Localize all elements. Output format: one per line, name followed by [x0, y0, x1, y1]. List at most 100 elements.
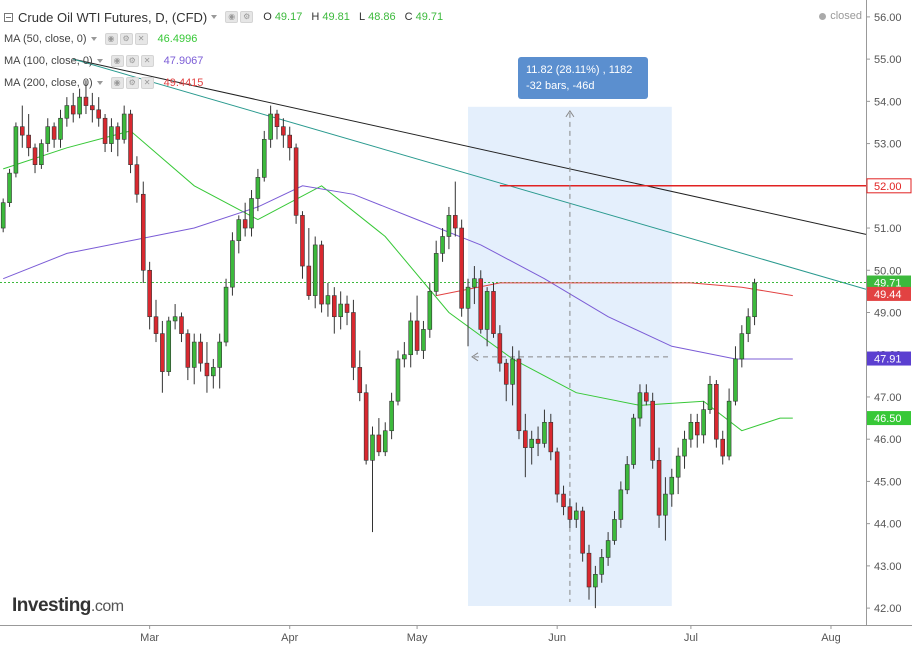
- gear-icon[interactable]: ⚙: [125, 77, 139, 89]
- candle-body: [83, 96, 89, 106]
- price-tick-label: 46.00: [874, 434, 902, 446]
- candle-body: [166, 320, 172, 372]
- candle-body: [370, 434, 375, 461]
- candle-body: [281, 126, 286, 136]
- candle-body: [561, 493, 566, 508]
- candle-body: [586, 552, 592, 588]
- candle-body: [624, 464, 630, 491]
- eye-icon[interactable]: ◉: [110, 55, 124, 67]
- candle-body: [402, 354, 407, 360]
- candle-body: [694, 421, 700, 436]
- trendline-black: [73, 58, 867, 235]
- price-tick-label: 47.00: [874, 392, 902, 404]
- indicator-value: 49.4415: [163, 77, 204, 89]
- time-tick-label: Mar: [140, 632, 159, 644]
- price-label: 47.91: [874, 354, 902, 366]
- candle-body: [179, 316, 184, 334]
- candle-body: [497, 333, 503, 364]
- eye-icon[interactable]: ◉: [104, 33, 118, 45]
- price-tick-label: 54.00: [874, 96, 902, 108]
- candle-body: [249, 198, 254, 229]
- measure-arrow-up-icon: [565, 109, 575, 118]
- candle-body: [204, 362, 210, 377]
- candle-body: [720, 438, 726, 457]
- chevron-down-icon[interactable]: [96, 81, 103, 85]
- candle-body: [421, 329, 426, 351]
- price-tick-label: 56.00: [874, 12, 902, 24]
- candle-body: [644, 392, 649, 402]
- indicator-ma100[interactable]: MA (100, close, 0) ◉ ⚙ ✕ 47.9067: [4, 50, 449, 72]
- close-icon[interactable]: ✕: [140, 77, 154, 89]
- candle-body: [338, 303, 343, 318]
- candle-body: [516, 358, 522, 432]
- time-tick-label: Jul: [684, 632, 698, 644]
- candle-body: [510, 358, 515, 385]
- candle-body: [523, 430, 528, 448]
- candle-body: [363, 392, 369, 461]
- candle-body: [618, 489, 624, 520]
- candle-body: [77, 96, 82, 115]
- candle-body: [236, 219, 242, 242]
- chevron-down-icon[interactable]: [211, 15, 218, 19]
- candle-body: [573, 510, 579, 520]
- price-tick-label: 44.00: [874, 519, 902, 531]
- gear-icon[interactable]: ⚙: [125, 55, 139, 67]
- price-tick-label: 42.00: [874, 603, 902, 615]
- candle-body: [503, 362, 509, 385]
- candle-body: [32, 147, 38, 165]
- measure-line-1: 11.82 (28.11%) , 1182: [526, 64, 633, 76]
- candle-body: [688, 421, 694, 440]
- collapse-icon[interactable]: [4, 12, 13, 22]
- candle-body: [58, 117, 63, 140]
- price-tick-label: 51.00: [874, 223, 902, 235]
- candle-body: [255, 177, 261, 199]
- chart-title: Crude Oil WTI Futures, D, (CFD): [18, 9, 208, 25]
- candle-body: [300, 215, 305, 267]
- indicator-label: MA (50, close, 0): [4, 33, 87, 45]
- candle-body: [548, 421, 554, 453]
- candle-body: [96, 109, 101, 119]
- eye-icon[interactable]: ◉: [225, 11, 239, 23]
- ma200-line: [436, 282, 793, 297]
- candle-body: [433, 253, 439, 292]
- candle-body: [408, 320, 413, 356]
- candle-body: [593, 574, 598, 588]
- chevron-down-icon[interactable]: [96, 59, 103, 63]
- candle-body: [223, 286, 229, 343]
- eye-icon[interactable]: ◉: [110, 77, 124, 89]
- candle-body: [535, 438, 541, 444]
- indicator-label: MA (200, close, 0): [4, 77, 93, 89]
- indicator-ma200[interactable]: MA (200, close, 0) ◉ ⚙ ✕ 49.4415: [4, 72, 449, 94]
- close-icon[interactable]: ✕: [140, 55, 154, 67]
- price-label: 49.71: [874, 278, 902, 290]
- indicator-ma50[interactable]: MA (50, close, 0) ◉ ⚙ ✕ 46.4996: [4, 28, 449, 50]
- price-label: 46.50: [874, 413, 902, 425]
- gear-icon[interactable]: ⚙: [240, 11, 254, 23]
- candle-body: [312, 244, 318, 296]
- price-label-box: [867, 351, 911, 366]
- ohlc-readout: O 49.17 H 49.81 L 48.86 C 49.71: [263, 11, 444, 23]
- price-label-box: [867, 275, 911, 290]
- candle-body: [0, 202, 6, 229]
- candle-body: [714, 383, 719, 440]
- candle-body: [140, 193, 146, 271]
- candle-body: [357, 367, 363, 394]
- indicator-label: MA (100, close, 0): [4, 55, 93, 67]
- candle-body: [172, 316, 178, 322]
- ma100-line: [3, 185, 793, 360]
- close-icon[interactable]: ✕: [134, 33, 148, 45]
- candle-body: [147, 269, 152, 318]
- candle-body: [675, 455, 681, 478]
- chevron-down-icon[interactable]: [90, 37, 97, 41]
- status-dot-icon: [819, 12, 827, 20]
- candle-body: [663, 493, 668, 516]
- candle-body: [382, 430, 388, 453]
- measure-arrow-left-icon: [471, 352, 479, 362]
- candle-body: [427, 291, 433, 330]
- gear-icon[interactable]: ⚙: [119, 33, 133, 45]
- candle-body: [217, 341, 222, 368]
- candle-body: [268, 113, 273, 140]
- price-tick-label: 53.00: [874, 139, 902, 151]
- logo-suffix: .com: [90, 598, 124, 615]
